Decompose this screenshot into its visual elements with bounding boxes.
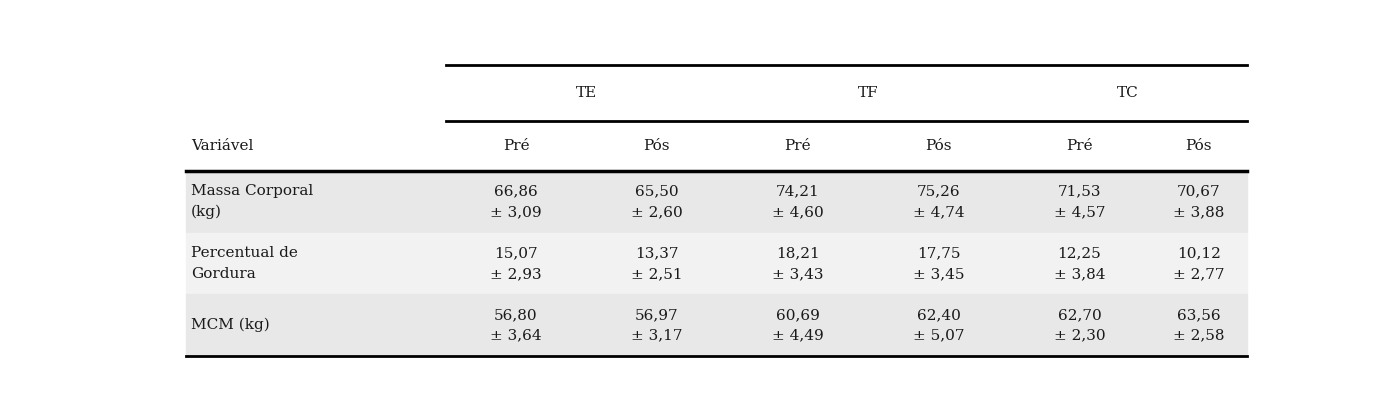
Text: 10,12
± 2,77: 10,12 ± 2,77 [1173, 246, 1225, 281]
Text: Percentual de
Gordura: Percentual de Gordura [192, 246, 298, 281]
Bar [186, 171, 1247, 233]
Text: 15,07
± 2,93: 15,07 ± 2,93 [491, 246, 542, 281]
Text: 63,56
± 2,58: 63,56 ± 2,58 [1173, 308, 1225, 342]
Text: 60,69
± 4,49: 60,69 ± 4,49 [772, 308, 823, 342]
Text: 56,97
± 3,17: 56,97 ± 3,17 [630, 308, 682, 342]
Text: 66,86
± 3,09: 66,86 ± 3,09 [491, 185, 542, 219]
Text: TE: TE [576, 86, 597, 100]
Text: Pós: Pós [643, 139, 670, 153]
Text: Pré: Pré [1067, 139, 1093, 153]
Text: Pós: Pós [1186, 139, 1212, 153]
Text: Pré: Pré [784, 139, 811, 153]
Text: MCM (kg): MCM (kg) [192, 318, 270, 333]
Bar [186, 233, 1247, 294]
Text: Variável: Variável [192, 139, 253, 153]
Text: 65,50
± 2,60: 65,50 ± 2,60 [630, 185, 682, 219]
Text: 70,67
± 3,88: 70,67 ± 3,88 [1173, 185, 1225, 219]
Text: 13,37
± 2,51: 13,37 ± 2,51 [630, 246, 682, 281]
Text: 75,26
± 4,74: 75,26 ± 4,74 [913, 185, 965, 219]
Text: 12,25
± 3,84: 12,25 ± 3,84 [1054, 246, 1106, 281]
Text: 62,40
± 5,07: 62,40 ± 5,07 [913, 308, 965, 342]
Text: 71,53
± 4,57: 71,53 ± 4,57 [1054, 185, 1106, 219]
Text: Massa Corporal
(kg): Massa Corporal (kg) [192, 184, 313, 219]
Text: TC: TC [1117, 86, 1139, 100]
Text: 17,75
± 3,45: 17,75 ± 3,45 [913, 246, 965, 281]
Text: Pós: Pós [925, 139, 952, 153]
Text: 56,80
± 3,64: 56,80 ± 3,64 [491, 308, 542, 342]
Text: Pré: Pré [503, 139, 530, 153]
Text: 74,21
± 4,60: 74,21 ± 4,60 [772, 185, 823, 219]
Text: TF: TF [858, 86, 878, 100]
Bar [186, 294, 1247, 356]
Text: 62,70
± 2,30: 62,70 ± 2,30 [1054, 308, 1106, 342]
Text: 18,21
± 3,43: 18,21 ± 3,43 [772, 246, 823, 281]
